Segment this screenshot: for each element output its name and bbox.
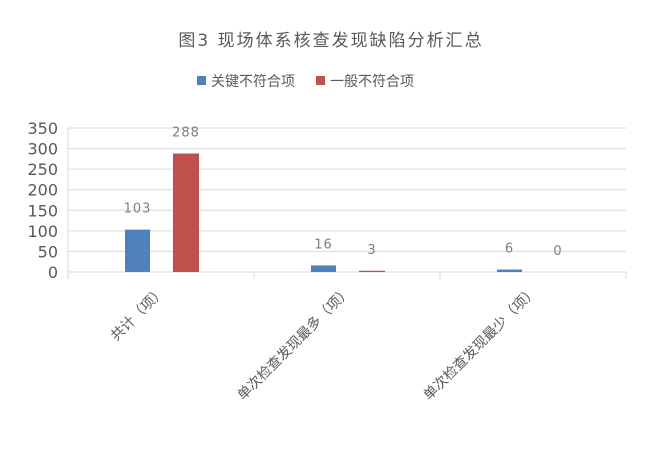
y-tick-label: 350 [27,119,58,138]
bar-general [173,153,199,272]
legend-swatch [316,76,325,85]
data-label: 103 [124,202,152,217]
x-axis-labels: 共计（项） 单次检查发现最多（项） 单次检查发现最少（项） [108,283,541,404]
bar-key [311,265,336,272]
x-tick-label: 单次检查发现最少（项） [421,284,541,404]
y-tick-label: 100 [27,222,58,241]
x-tick-label: 共计（项） [108,284,169,345]
data-label: 288 [172,126,200,141]
x-tick-label: 单次检查发现最多（项） [234,283,355,404]
legend-label: 关键不符合项 [211,74,295,90]
y-tick-label: 50 [38,242,58,261]
y-tick-label: 250 [27,160,58,179]
legend-swatch [197,76,206,85]
y-tick-label: 150 [27,201,58,220]
bar-key [497,269,522,272]
legend-label: 一般不符合项 [330,74,414,90]
y-tick-label: 200 [27,181,58,200]
bar-general [359,270,385,272]
chart-title: 图3 现场体系核查发现缺陷分析汇总 [178,31,483,51]
bars: 103 16 6 288 3 0 [124,126,562,272]
y-tick-label: 0 [48,263,58,282]
data-label: 6 [505,242,514,257]
data-label: 3 [367,243,376,258]
bar-key [125,229,150,272]
data-label: 16 [314,237,333,252]
data-label: 0 [553,244,562,259]
y-tick-label: 300 [27,140,58,159]
legend: 关键不符合项 一般不符合项 [197,74,414,90]
